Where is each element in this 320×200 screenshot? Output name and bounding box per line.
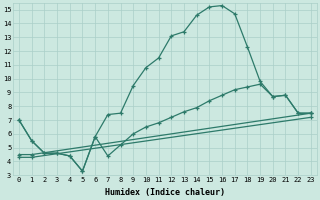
X-axis label: Humidex (Indice chaleur): Humidex (Indice chaleur)	[105, 188, 225, 197]
